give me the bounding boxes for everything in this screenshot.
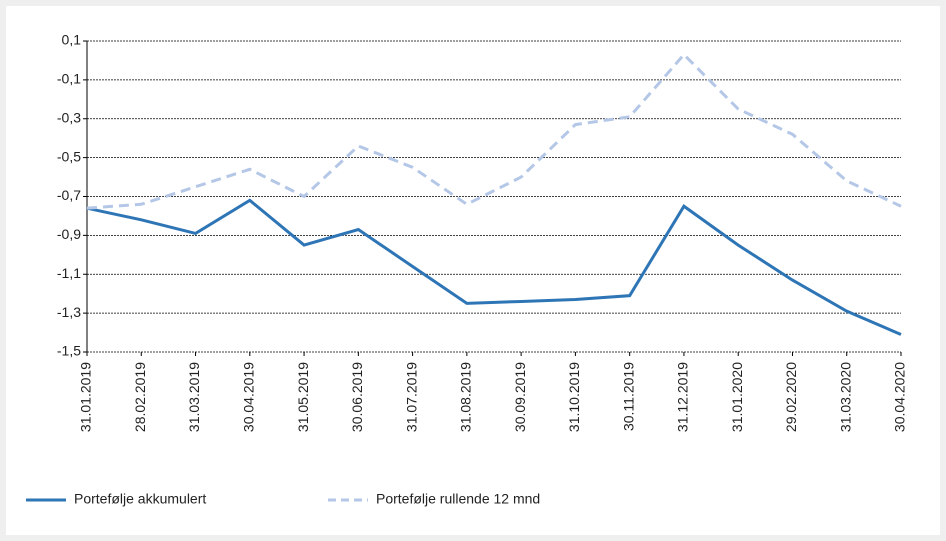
- panel: [6, 6, 940, 535]
- series-line: [86, 198, 902, 336]
- x-tick-label: 30.09.2019: [512, 362, 528, 432]
- legend-label: Portefølje akkumulert: [74, 491, 206, 507]
- y-tick-label: -0,5: [57, 148, 81, 164]
- y-tick-label: -0,3: [57, 109, 81, 125]
- x-tick-label: 30.06.2019: [349, 362, 365, 432]
- x-tick-label: 31.05.2019: [295, 362, 311, 432]
- y-tick-label: -0,1: [57, 71, 81, 87]
- y-tick-label: -0,9: [57, 226, 81, 242]
- y-tick-label: -1,1: [57, 265, 81, 281]
- x-tick-label: 31.08.2019: [458, 362, 474, 432]
- x-tick-label: 28.02.2019: [132, 362, 148, 432]
- x-tick-label: 30.04.2020: [892, 362, 908, 432]
- x-tick-label: 31.01.2019: [78, 362, 94, 432]
- x-tick-label: 31.12.2019: [675, 362, 691, 432]
- x-tick-label: 31.10.2019: [566, 362, 582, 432]
- y-tick-label: -0,7: [57, 187, 81, 203]
- x-tick-label: 30.04.2019: [241, 362, 257, 432]
- x-tick-label: 31.03.2019: [186, 362, 202, 432]
- legend-label: Portefølje rullende 12 mnd: [376, 491, 540, 507]
- y-tick-label: -1,5: [57, 343, 81, 359]
- x-tick-label: 29.02.2020: [783, 362, 799, 432]
- x-tick-label: 30.11.2019: [620, 362, 636, 431]
- y-tick-label: 0,1: [62, 32, 82, 48]
- series-line: [86, 52, 902, 210]
- x-tick-label: 31.07.2019: [403, 362, 419, 432]
- x-tick-label: 31.03.2020: [837, 362, 853, 432]
- x-tick-label: 31.01.2020: [729, 362, 745, 432]
- y-tick-label: -1,3: [57, 304, 81, 320]
